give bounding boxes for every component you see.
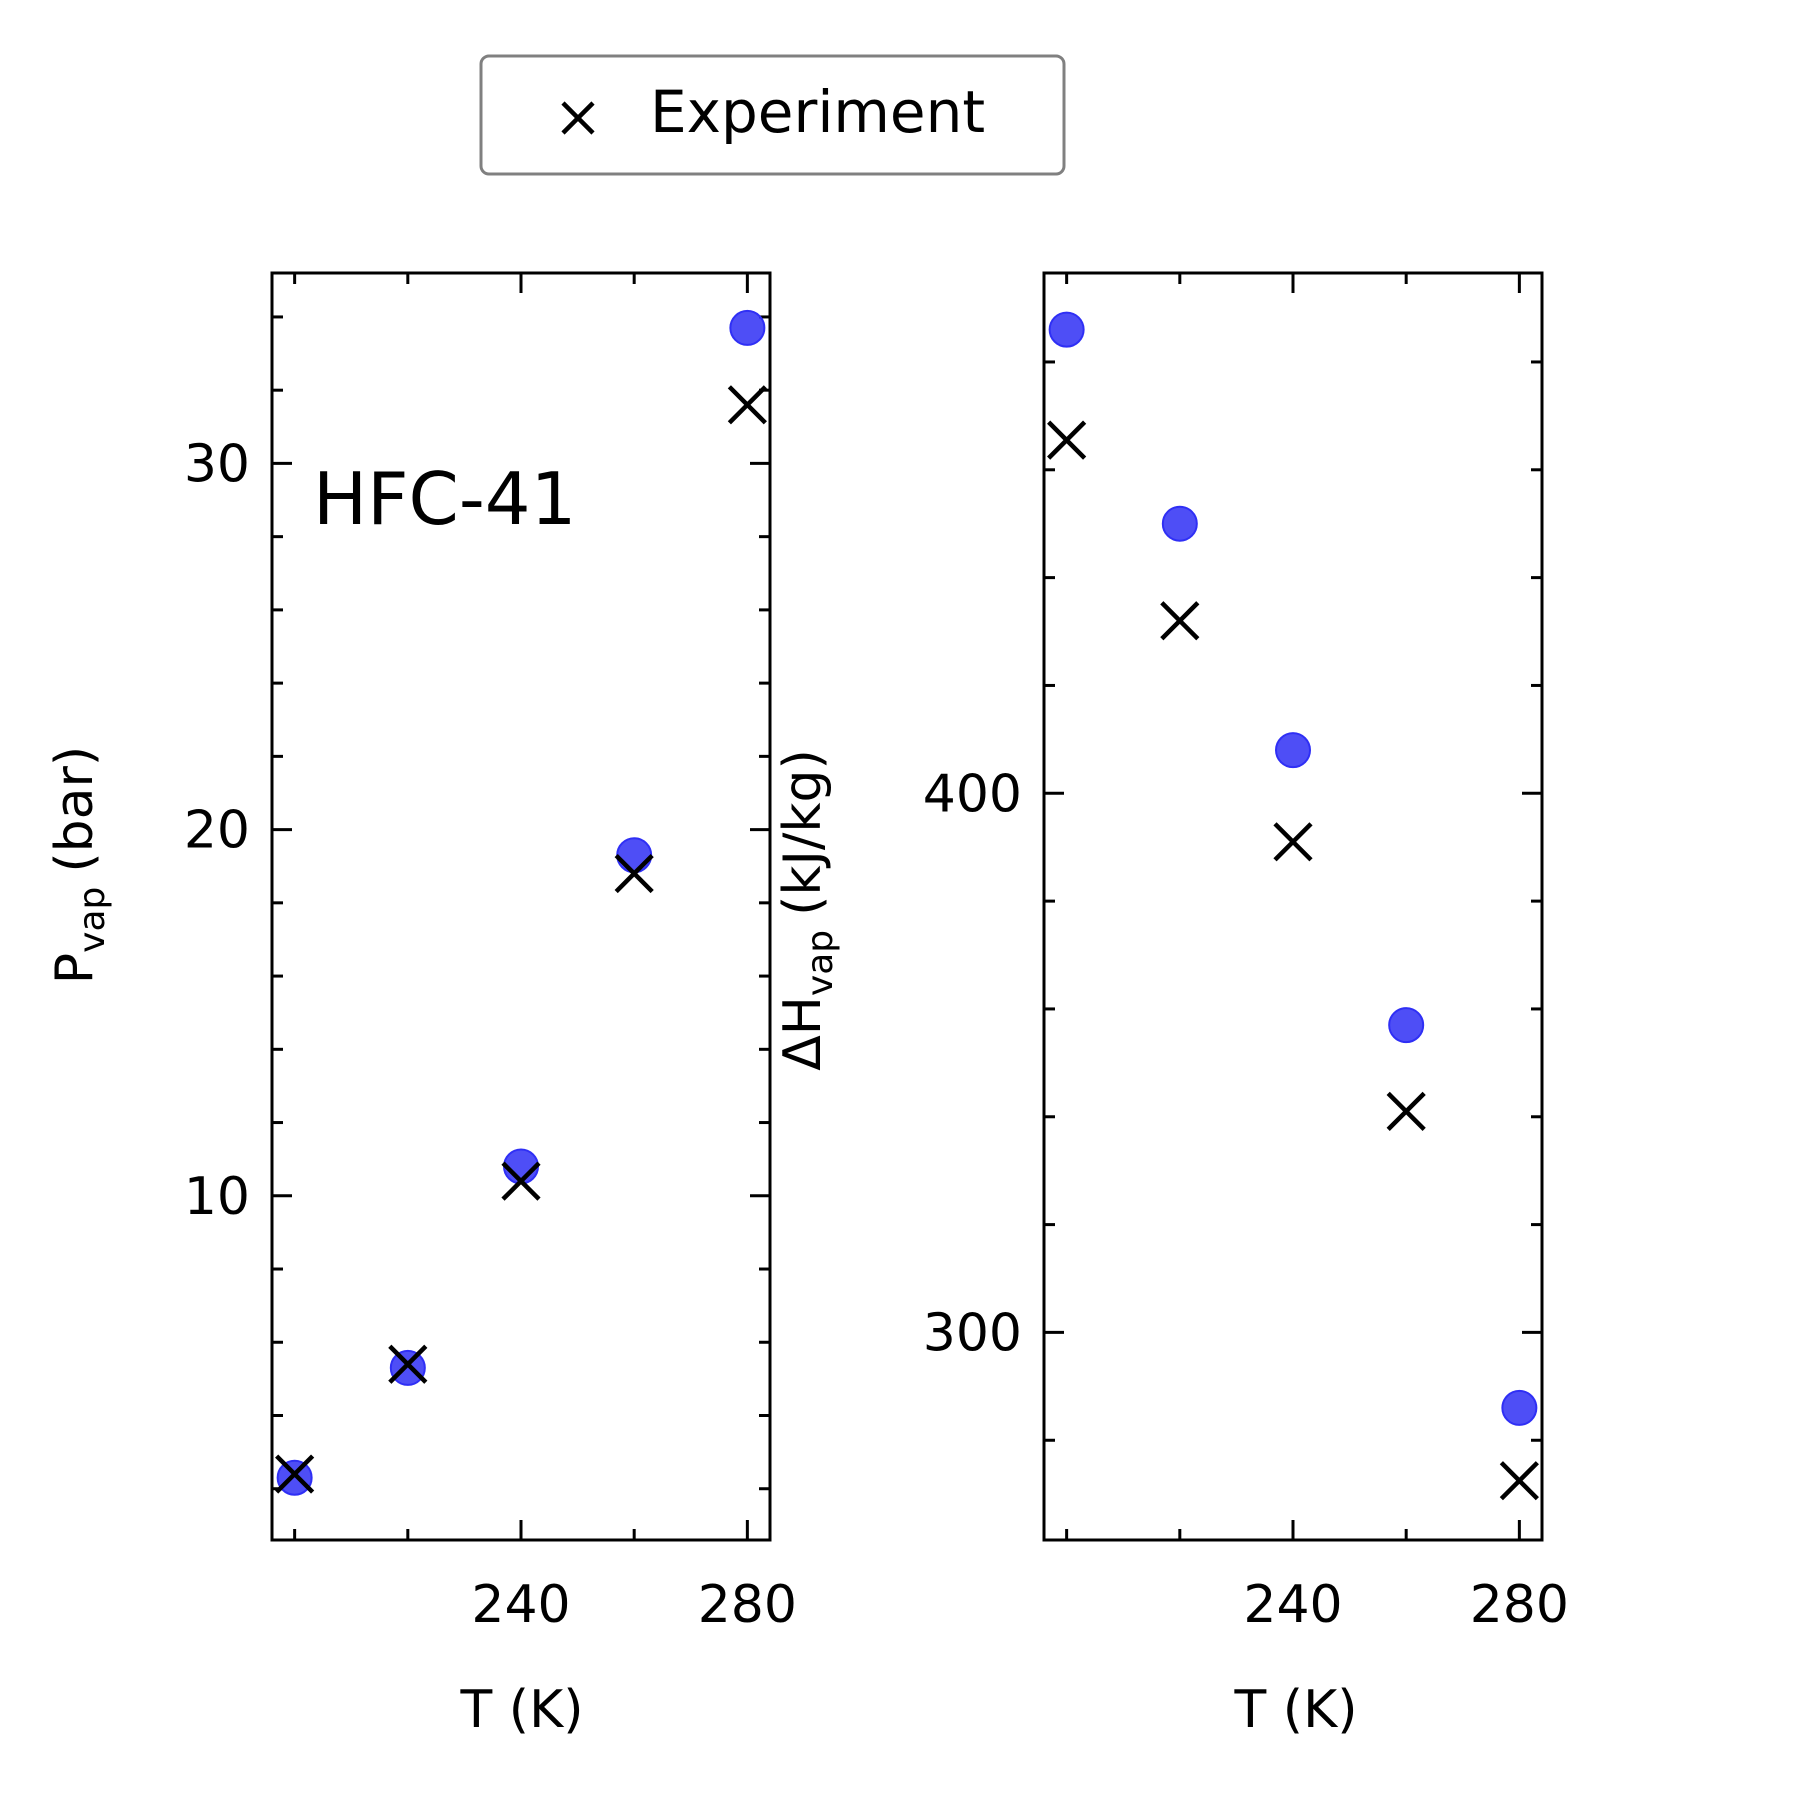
y-axis-label: ΔHvap (kJ/kg) bbox=[773, 749, 841, 1071]
panel-vapor-pressure: HFC-41 T (K) Pvap (bar) 240 280 10 20 30 bbox=[45, 271, 797, 1740]
y-axis-label-main: P bbox=[45, 953, 105, 984]
x-axis-label: T (K) bbox=[460, 1680, 584, 1740]
legend: Experiment bbox=[479, 54, 1066, 176]
experiment-point bbox=[1160, 601, 1200, 641]
panel-enthalpy-of-vaporization: T (K) ΔHvap (kJ/kg) 240 280 300 400 bbox=[773, 271, 1569, 1740]
y-tick-label: 400 bbox=[923, 764, 1022, 824]
legend-x-marker-stroke bbox=[561, 101, 595, 135]
experiment-point bbox=[388, 1344, 428, 1384]
plot-frame bbox=[1042, 271, 1544, 1542]
experiment-point bbox=[614, 853, 654, 894]
y-axis-label: Pvap (bar) bbox=[45, 746, 113, 984]
experiment-point bbox=[727, 385, 767, 425]
simulation-point bbox=[1388, 1007, 1425, 1044]
experiment-point-stroke bbox=[1047, 420, 1087, 460]
y-axis-label-unit: (bar) bbox=[45, 746, 105, 873]
experiment-point-stroke bbox=[501, 1161, 541, 1201]
simulation-point bbox=[1161, 505, 1198, 542]
legend-box bbox=[479, 54, 1066, 176]
y-axis-label-sub: vap bbox=[800, 930, 841, 996]
experiment-point-stroke bbox=[388, 1344, 428, 1384]
legend-experiment-marker bbox=[561, 101, 595, 135]
experiment-point bbox=[1499, 1461, 1539, 1501]
simulation-point bbox=[1275, 732, 1311, 769]
experiment-point-stroke bbox=[614, 853, 654, 894]
simulation-point bbox=[729, 309, 766, 346]
experiment-point-stroke bbox=[727, 385, 767, 425]
y-tick-label: 30 bbox=[184, 434, 250, 494]
simulation-point bbox=[389, 1349, 426, 1386]
y-tick-label: 20 bbox=[184, 801, 250, 861]
simulation-point bbox=[616, 837, 653, 874]
experiment-point-stroke bbox=[1160, 601, 1200, 641]
simulation-point bbox=[1048, 311, 1085, 348]
experiment-point-stroke bbox=[1499, 1461, 1539, 1501]
x-tick-label: 240 bbox=[471, 1575, 570, 1635]
x-tick-label: 280 bbox=[698, 1575, 797, 1635]
experiment-point bbox=[275, 1454, 315, 1494]
x-tick-label: 280 bbox=[1470, 1575, 1569, 1635]
simulation-point bbox=[1501, 1389, 1538, 1426]
simulation-point bbox=[276, 1459, 313, 1496]
experiment-point-stroke bbox=[275, 1454, 315, 1494]
annotation-hfc-41: HFC-41 bbox=[313, 457, 576, 541]
y-tick-label: 10 bbox=[184, 1167, 250, 1227]
y-axis-label-main: ΔH bbox=[773, 996, 833, 1071]
experiment-point-stroke bbox=[1386, 1091, 1426, 1131]
experiment-point bbox=[1273, 822, 1313, 862]
experiment-point bbox=[1386, 1091, 1426, 1131]
y-axis-label-sub: vap bbox=[72, 887, 113, 953]
legend-x-marker bbox=[561, 101, 595, 135]
experiment-point bbox=[501, 1161, 541, 1201]
legend-experiment-label: Experiment bbox=[650, 78, 985, 146]
x-axis-label: T (K) bbox=[1234, 1680, 1358, 1740]
y-tick-label: 300 bbox=[923, 1303, 1022, 1363]
experiment-point bbox=[1047, 420, 1087, 460]
x-tick-label: 240 bbox=[1243, 1575, 1342, 1635]
y-axis-label-unit: (kJ/kg) bbox=[773, 749, 833, 916]
experiment-point-stroke bbox=[1273, 822, 1313, 862]
